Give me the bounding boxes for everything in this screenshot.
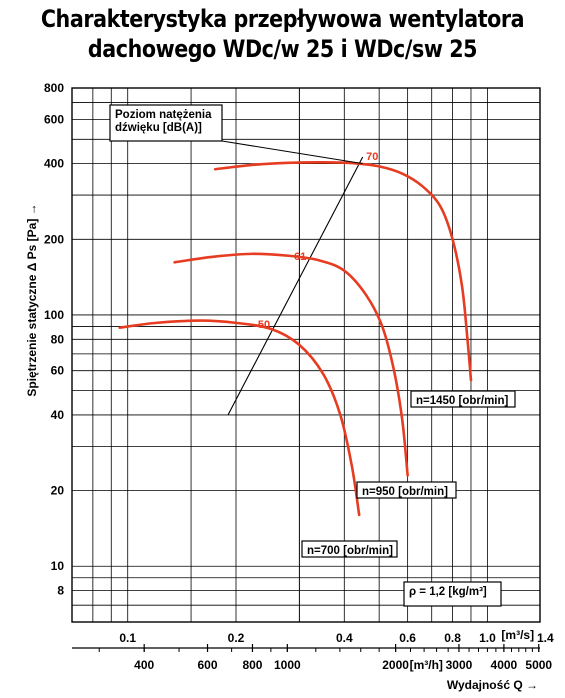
y-tick-label: 600 bbox=[44, 112, 64, 126]
x-unit-top: [m³/s] bbox=[501, 628, 534, 642]
y-tick-label: 40 bbox=[51, 408, 65, 422]
sound-level-line bbox=[227, 156, 364, 416]
x-tick-label-top: 0.1 bbox=[119, 631, 136, 645]
x-tick-label-bottom: 800 bbox=[242, 658, 262, 672]
x-tick-label-top: 0.2 bbox=[228, 631, 245, 645]
x-tick-label-bottom: 600 bbox=[198, 658, 218, 672]
y-tick-label: 200 bbox=[44, 232, 64, 246]
rpm-label-2-text: n=950 [obr/min] bbox=[362, 486, 448, 498]
y-tick-label: 800 bbox=[44, 81, 64, 95]
series-curve-3 bbox=[118, 319, 361, 517]
series-curves bbox=[118, 160, 473, 517]
sound-line-caption-leader bbox=[221, 140, 363, 165]
y-tick-label: 100 bbox=[44, 308, 64, 322]
sound-level-value: 70 bbox=[366, 151, 378, 163]
chart-title-line1: Charakterystyka przepływowa wentylatora bbox=[40, 5, 525, 33]
x-tick-label-top: 1.0 bbox=[479, 631, 496, 645]
plot-border bbox=[71, 87, 541, 623]
x-tick-label-top: 0.6 bbox=[399, 631, 416, 645]
x-axis-bottom-ticks: 400 600 800 1000 2000 3000 4000 5000 [m³/h] Wydaj… bbox=[72, 644, 552, 692]
series-curve-2 bbox=[173, 252, 409, 477]
sound-line-caption-text: Poziom natężenia bbox=[115, 109, 212, 121]
density-annotation-box bbox=[403, 581, 502, 607]
x-tick-label-bottom: 2000 bbox=[382, 658, 409, 672]
rpm-label-3-text: n=700 [obr/min] bbox=[307, 545, 393, 557]
x-tick-label-bottom: 1000 bbox=[274, 658, 301, 672]
y-tick-label: 80 bbox=[51, 332, 65, 346]
x-tick-label-top: 0.8 bbox=[444, 631, 461, 645]
series-curve-1 bbox=[213, 160, 473, 382]
sound-level-value: 61 bbox=[294, 251, 306, 263]
rpm-label-2-box bbox=[356, 481, 457, 499]
x-axis-title: Wydajność Q → bbox=[447, 678, 538, 692]
x-tick-label-bottom: 400 bbox=[134, 658, 154, 672]
chart-title-line2: dachowego WDc/w 25 i WDc/sw 25 bbox=[87, 35, 478, 63]
x-unit-bottom: [m³/h] bbox=[410, 658, 443, 672]
x-tick-label-bottom: 3000 bbox=[446, 658, 473, 672]
x-tick-label-top: 1.4 bbox=[537, 631, 554, 645]
sound-level-value: 50 bbox=[258, 319, 270, 331]
sound-level-line-segment bbox=[227, 156, 364, 416]
sound-line-caption-text: dźwięku [dB(A)] bbox=[115, 122, 202, 134]
x-tick-label-top: 0.4 bbox=[336, 631, 353, 645]
chart-title: Charakterystyka przepływowa wentylatora … bbox=[40, 4, 526, 64]
plot-frame bbox=[71, 87, 541, 623]
y-tick-label: 20 bbox=[51, 484, 65, 498]
x-tick-label-bottom: 4000 bbox=[491, 658, 518, 672]
rpm-label-1-text: n=1450 [obr/min] bbox=[416, 395, 509, 407]
rpm-label-1-box bbox=[410, 390, 516, 408]
sound-line-caption-box bbox=[109, 104, 223, 142]
rpm-label-3-box bbox=[301, 540, 398, 558]
y-axis-ticks: 8 10 20 40 60 80 100 200 400 600 800 Spiętrzenie st… bbox=[25, 81, 64, 598]
x-axis-top-ticks: 0.1 0.2 0.4 0.6 0.8 1.0 1.4[m³/s] bbox=[119, 628, 554, 645]
y-tick-label: 8 bbox=[57, 584, 64, 598]
x-tick-label-bottom: 5000 bbox=[525, 658, 552, 672]
y-axis-title: Spiętrzenie statyczne Δ Ps [Pa] → bbox=[25, 203, 39, 396]
y-tick-label: 10 bbox=[51, 559, 65, 573]
density-annotation-text: ρ = 1,2 [kg/m³] bbox=[409, 586, 487, 598]
y-tick-label: 60 bbox=[51, 364, 65, 378]
y-tick-label: 400 bbox=[44, 157, 64, 171]
